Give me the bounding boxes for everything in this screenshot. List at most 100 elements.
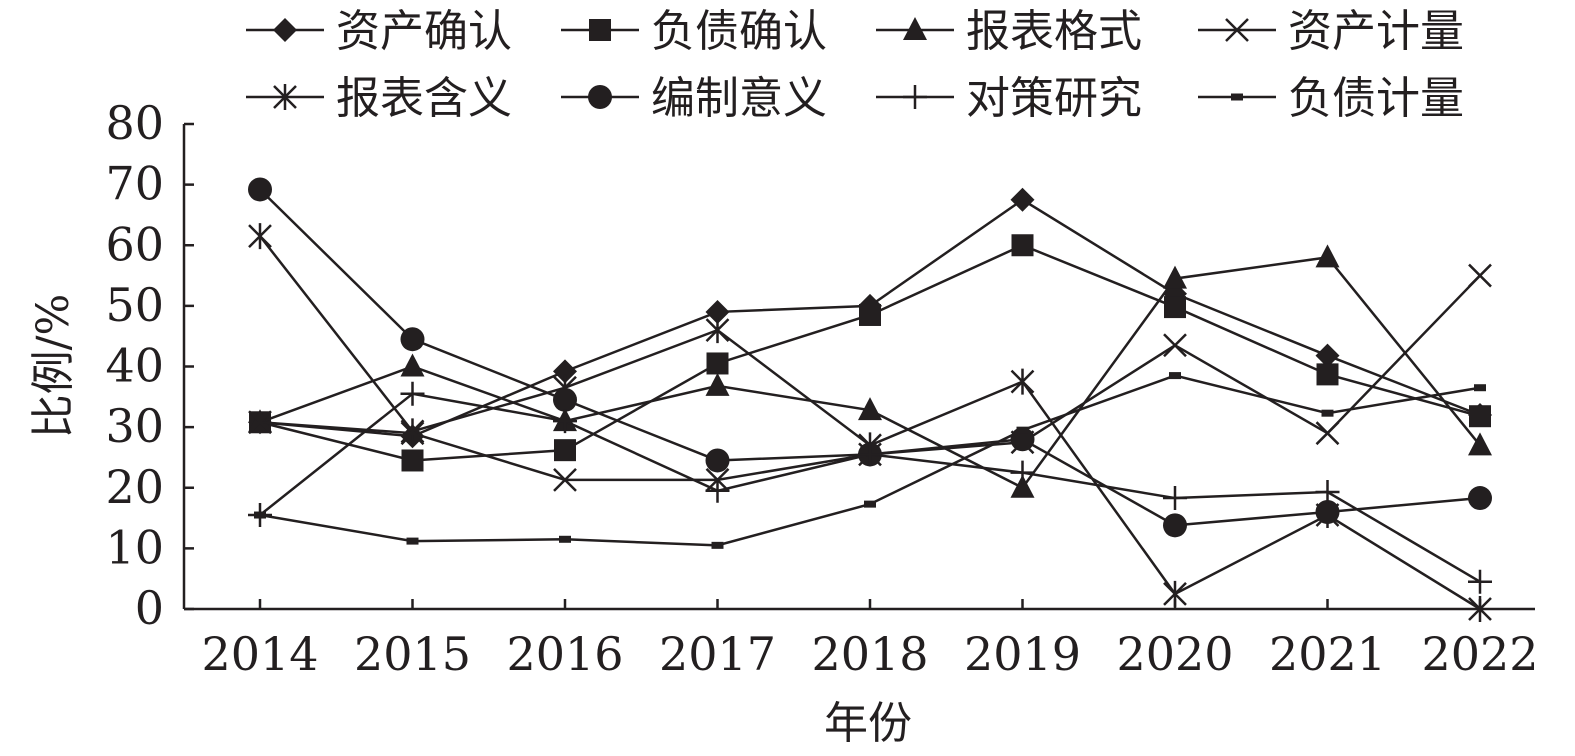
data-point [1163,486,1187,511]
series-8 [254,372,1486,549]
data-point [1468,432,1492,456]
x-tick-label: 2015 [354,627,471,681]
legend-item: 对策研究 [876,73,1142,124]
legend-item: 报表含义 [246,73,512,124]
y-ticks: 0 10 20 30 40 50 60 70 80 [105,96,194,635]
data-point [1010,474,1035,498]
series-line [259,188,1481,527]
series-line [259,235,1481,611]
data-point [1468,486,1492,511]
legend-label: 对策研究 [966,73,1142,124]
data-point [559,535,571,543]
data-point [1010,460,1035,485]
data-point [1315,421,1340,446]
data-point [705,299,730,324]
data-point [711,541,724,549]
data-point [401,449,424,472]
legend-label: 报表格式 [966,6,1142,57]
legend-item: 报表格式 [876,6,1142,57]
y-tick-label: 50 [105,278,164,332]
legend-item: 资产确认 [246,6,512,57]
y-tick-label: 10 [105,520,164,574]
legend-marker [903,17,927,40]
legend-marker [1225,18,1249,42]
data-point [1468,569,1492,594]
data-point [400,381,425,406]
legend-item: 负债确认 [561,6,827,57]
data-point [254,511,266,519]
data-point [706,352,729,375]
data-point [1315,244,1340,268]
data-point [1016,426,1029,434]
data-point [1163,333,1187,358]
legend-label: 负债确认 [651,6,827,57]
data-point [705,372,730,396]
data-point [858,442,882,467]
data-point [1315,479,1340,504]
legend-marker [1231,93,1243,101]
data-point [553,387,577,412]
data-point [1469,405,1491,428]
data-point [1321,409,1334,417]
data-point [705,448,730,473]
y-tick-label: 40 [105,339,164,393]
data-point [1163,513,1187,538]
data-point [400,353,425,377]
data-point [859,303,881,326]
legend-label: 负债计量 [1288,73,1464,124]
data-point [400,418,425,445]
data-point [1315,343,1340,368]
x-tick-label: 2014 [201,627,318,681]
y-axis-title: 比例/% [28,294,79,439]
data-point [1474,384,1486,392]
y-tick-label: 0 [135,581,164,635]
data-point [858,397,882,421]
data-point [553,359,577,384]
legend-label: 编制意义 [651,73,827,124]
data-point [248,223,272,250]
x-tick-label: 2018 [811,627,928,681]
series-5 [248,223,1492,622]
x-tick-label: 2017 [659,627,776,681]
x-axis-title: 年份 [824,698,912,749]
data-point [1163,265,1187,289]
legend-marker [273,18,297,42]
legend-marker [903,85,927,109]
y-tick-label: 70 [105,157,164,211]
legend-marker [589,19,611,41]
y-tick-label: 20 [105,460,164,514]
x-tick-label: 2019 [964,627,1081,681]
data-point [1169,372,1181,380]
y-tick-label: 60 [105,217,164,271]
data-point [705,478,730,503]
y-tick-label: 30 [105,399,164,453]
x-tick-label: 2020 [1116,627,1233,681]
legend-label: 报表含义 [336,73,512,124]
data-point [1010,187,1035,212]
series-6 [248,177,1492,538]
y-tick-label: 80 [105,96,164,150]
data-point [1316,363,1339,386]
legend-item: 资产计量 [1198,6,1464,57]
x-tick-label: 2016 [506,627,623,681]
legend-item: 编制意义 [561,73,827,124]
data-point [864,500,876,508]
legend-item: 负债计量 [1198,73,1464,124]
series-7 [248,381,1492,594]
data-point [406,537,419,545]
data-point [400,327,425,352]
data-point [1010,368,1035,395]
data-point [1468,263,1492,288]
legend-marker [273,84,297,110]
data-point [705,317,730,344]
legend-label: 资产计量 [1288,6,1464,57]
data-point [248,177,272,202]
legend-marker [588,85,612,109]
data-point [1011,234,1034,257]
x-tick-label: 2021 [1269,627,1386,681]
data-point [553,467,577,492]
series-line [259,243,1481,462]
data-point [1315,500,1340,524]
data-point [248,410,272,435]
